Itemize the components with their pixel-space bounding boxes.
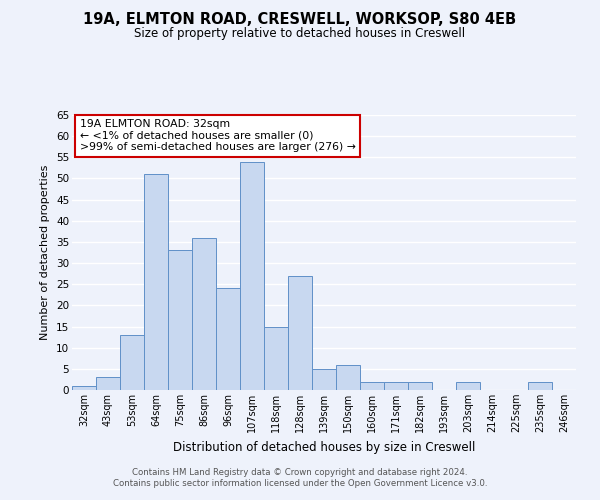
Bar	[216, 288, 240, 390]
Bar	[336, 364, 360, 390]
X-axis label: Distribution of detached houses by size in Creswell: Distribution of detached houses by size …	[173, 440, 475, 454]
Bar	[264, 326, 288, 390]
Text: Contains HM Land Registry data © Crown copyright and database right 2024.
Contai: Contains HM Land Registry data © Crown c…	[113, 468, 487, 487]
Bar	[312, 369, 336, 390]
Text: 19A, ELMTON ROAD, CRESWELL, WORKSOP, S80 4EB: 19A, ELMTON ROAD, CRESWELL, WORKSOP, S80…	[83, 12, 517, 28]
Bar	[168, 250, 192, 390]
Bar	[120, 335, 144, 390]
Bar	[456, 382, 480, 390]
Bar	[72, 386, 96, 390]
Y-axis label: Number of detached properties: Number of detached properties	[40, 165, 50, 340]
Bar	[96, 378, 120, 390]
Bar	[240, 162, 264, 390]
Bar	[192, 238, 216, 390]
Bar	[528, 382, 552, 390]
Text: 19A ELMTON ROAD: 32sqm
← <1% of detached houses are smaller (0)
>99% of semi-det: 19A ELMTON ROAD: 32sqm ← <1% of detached…	[80, 119, 355, 152]
Bar	[144, 174, 168, 390]
Bar	[360, 382, 384, 390]
Bar	[408, 382, 432, 390]
Bar	[288, 276, 312, 390]
Bar	[384, 382, 408, 390]
Text: Size of property relative to detached houses in Creswell: Size of property relative to detached ho…	[134, 28, 466, 40]
